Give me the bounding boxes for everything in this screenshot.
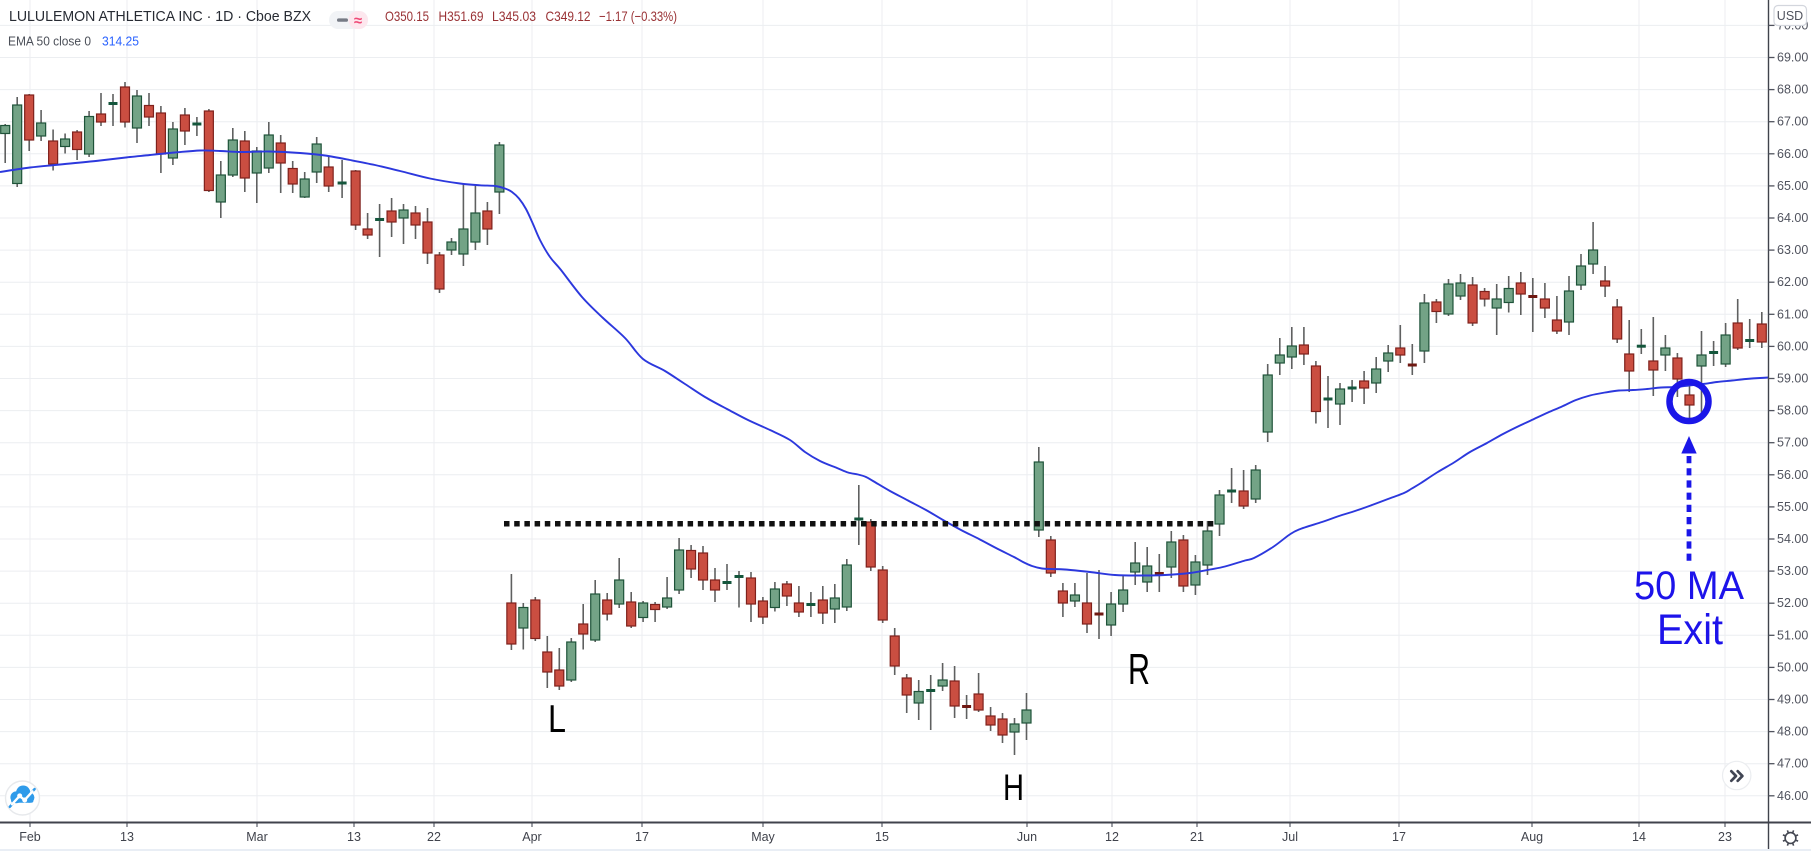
svg-text:17: 17 [635,830,649,844]
svg-text:14: 14 [1632,830,1646,844]
svg-text:50 MA: 50 MA [1634,564,1744,608]
svg-text:54.00: 54.00 [1777,532,1808,546]
svg-text:15: 15 [875,830,889,844]
svg-text:May: May [751,830,775,844]
svg-text:63.00: 63.00 [1777,243,1808,257]
svg-text:22: 22 [427,830,441,844]
svg-text:Feb: Feb [19,830,41,844]
svg-text:51.00: 51.00 [1777,628,1808,642]
svg-text:EMA 50 close 0: EMA 50 close 0 [8,34,91,49]
svg-text:L: L [548,698,566,741]
svg-text:68.00: 68.00 [1777,83,1808,97]
svg-text:Jun: Jun [1017,830,1037,844]
svg-text:67.00: 67.00 [1777,115,1808,129]
svg-text:O350.15: O350.15 [385,8,429,24]
svg-text:−1.17 (−0.33%): −1.17 (−0.33%) [599,8,677,24]
svg-text:Apr: Apr [522,830,541,844]
svg-text:21: 21 [1190,830,1204,844]
svg-text:Mar: Mar [246,830,268,844]
svg-text:LULULEMON ATHLETICA INC · 1D ·: LULULEMON ATHLETICA INC · 1D · Cboe BZX [9,8,311,25]
svg-text:Aug: Aug [1521,830,1543,844]
svg-text:17: 17 [1392,830,1406,844]
svg-text:23: 23 [1718,830,1732,844]
svg-text:61.00: 61.00 [1777,307,1808,321]
svg-text:R: R [1128,645,1150,694]
svg-text:H: H [1003,767,1024,808]
svg-text:46.00: 46.00 [1777,789,1808,803]
svg-text:57.00: 57.00 [1777,436,1808,450]
svg-text:≈: ≈ [354,13,362,30]
svg-text:13: 13 [120,830,134,844]
svg-text:58.00: 58.00 [1777,404,1808,418]
svg-text:314.25: 314.25 [102,34,139,49]
svg-text:50.00: 50.00 [1777,660,1808,674]
svg-text:52.00: 52.00 [1777,596,1808,610]
svg-text:47.00: 47.00 [1777,757,1808,771]
svg-text:55.00: 55.00 [1777,500,1808,514]
svg-text:13: 13 [347,830,361,844]
svg-text:59.00: 59.00 [1777,372,1808,386]
svg-text:48.00: 48.00 [1777,725,1808,739]
svg-text:H351.69: H351.69 [439,8,484,24]
svg-text:12: 12 [1105,830,1119,844]
svg-text:62.00: 62.00 [1777,275,1808,289]
svg-text:L345.03: L345.03 [492,8,536,24]
svg-text:53.00: 53.00 [1777,564,1808,578]
svg-text:C349.12: C349.12 [546,8,591,24]
svg-text:Jul: Jul [1282,830,1298,844]
svg-text:69.00: 69.00 [1777,51,1808,65]
svg-text:56.00: 56.00 [1777,468,1808,482]
svg-text:66.00: 66.00 [1777,147,1808,161]
svg-text:USD: USD [1777,9,1803,23]
svg-text:Exit: Exit [1657,606,1723,654]
svg-text:49.00: 49.00 [1777,693,1808,707]
svg-text:64.00: 64.00 [1777,211,1808,225]
svg-text:65.00: 65.00 [1777,179,1808,193]
svg-text:60.00: 60.00 [1777,339,1808,353]
